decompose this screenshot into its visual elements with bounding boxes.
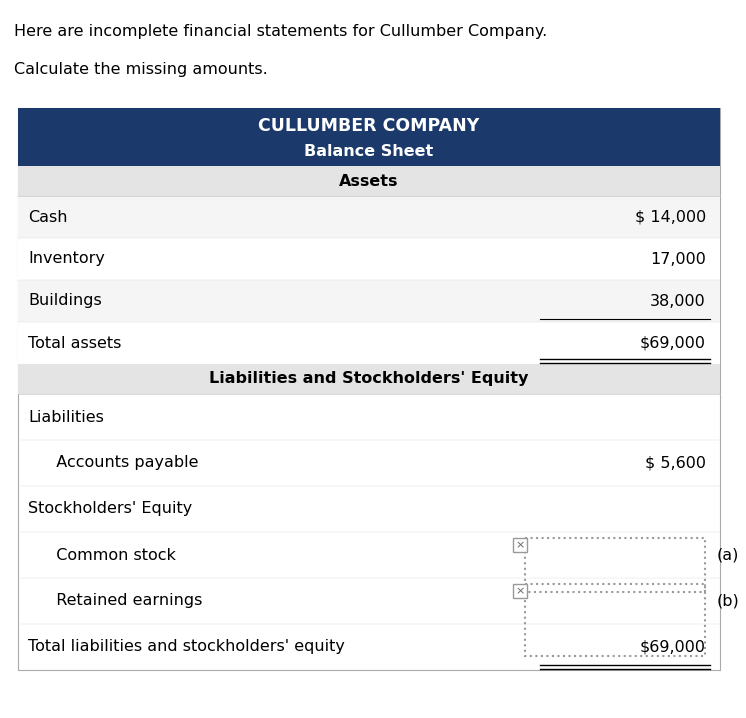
Text: Stockholders' Equity: Stockholders' Equity	[28, 501, 192, 516]
Bar	[18, 238, 720, 280]
Text: $ 14,000: $ 14,000	[635, 210, 706, 225]
Bar	[18, 364, 720, 394]
Text: Common stock: Common stock	[46, 548, 176, 562]
Text: Assets: Assets	[339, 174, 399, 189]
Text: CULLUMBER COMPANY: CULLUMBER COMPANY	[258, 117, 480, 135]
Bar	[18, 166, 720, 196]
Text: Inventory: Inventory	[28, 251, 105, 266]
Text: Liabilities: Liabilities	[28, 409, 104, 424]
Text: Total liabilities and stockholders' equity: Total liabilities and stockholders' equi…	[28, 640, 345, 655]
Text: 17,000: 17,000	[650, 251, 706, 266]
FancyBboxPatch shape	[513, 538, 527, 552]
Bar	[18, 108, 720, 166]
Text: (b): (b)	[717, 594, 740, 608]
Text: $69,000: $69,000	[640, 335, 706, 350]
Text: ×: ×	[515, 540, 524, 550]
Text: $69,000: $69,000	[640, 640, 706, 655]
Text: (a): (a)	[717, 548, 739, 562]
Text: Buildings: Buildings	[28, 294, 101, 309]
Bar	[18, 280, 720, 322]
Bar	[18, 322, 720, 364]
Text: Retained earnings: Retained earnings	[46, 594, 202, 608]
Text: Balance Sheet: Balance Sheet	[304, 144, 433, 159]
Text: Accounts payable: Accounts payable	[46, 455, 198, 470]
Text: Here are incomplete financial statements for Cullumber Company.: Here are incomplete financial statements…	[14, 24, 548, 39]
Text: ×: ×	[515, 586, 524, 596]
Bar	[18, 196, 720, 238]
Text: Liabilities and Stockholders' Equity: Liabilities and Stockholders' Equity	[210, 371, 529, 386]
FancyBboxPatch shape	[513, 584, 527, 598]
Text: $ 5,600: $ 5,600	[645, 455, 706, 470]
Text: Total assets: Total assets	[28, 335, 122, 350]
Bar	[18, 108, 720, 670]
Text: Calculate the missing amounts.: Calculate the missing amounts.	[14, 62, 268, 77]
Text: 38,000: 38,000	[651, 294, 706, 309]
Text: Cash: Cash	[28, 210, 67, 225]
